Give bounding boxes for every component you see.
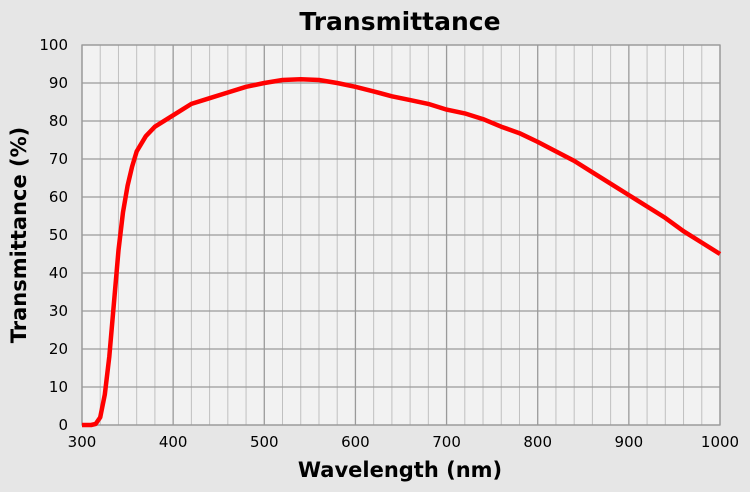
y-tick-label: 40 (49, 264, 68, 282)
x-tick-label: 600 (341, 433, 370, 451)
plot-border (81, 44, 721, 426)
y-tick-label: 100 (39, 36, 68, 54)
y-tick-label: 10 (49, 378, 68, 396)
y-tick-label: 80 (49, 112, 68, 130)
y-axis-label: Transmittance (%) (7, 127, 31, 344)
x-tick-label: 500 (250, 433, 279, 451)
y-tick-label: 0 (58, 416, 68, 434)
chart-title: Transmittance (299, 7, 500, 36)
x-tick-label: 900 (615, 433, 644, 451)
x-tick-label: 300 (68, 433, 97, 451)
y-tick-label: 70 (49, 150, 68, 168)
series-line (82, 76, 722, 428)
y-tick-label: 20 (49, 340, 68, 358)
y-tick-label: 50 (49, 226, 68, 244)
y-tick-label: 30 (49, 302, 68, 320)
grid (81, 44, 721, 426)
y-tick-label: 90 (49, 74, 68, 92)
x-tick-label: 400 (159, 433, 188, 451)
tick-labels: 0 10 20 30 40 50 60 70 80 90 100 300 400 500 600 700 800… (39, 36, 739, 451)
x-tick-label: 800 (523, 433, 552, 451)
x-tick-label: 700 (432, 433, 461, 451)
y-tick-label: 60 (49, 188, 68, 206)
x-tick-label: 1000 (701, 433, 739, 451)
x-axis-label: Wavelength (nm) (298, 458, 502, 482)
